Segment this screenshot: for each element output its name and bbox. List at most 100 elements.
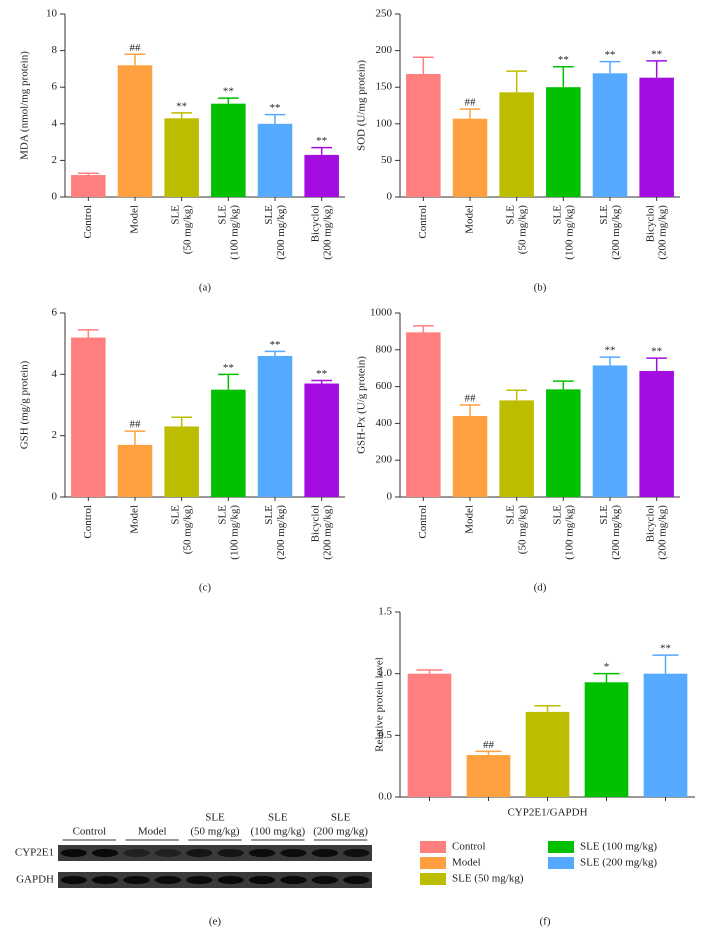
y-axis-label: GSH (mg/g protein): [19, 360, 31, 449]
y-axis-label: SOD (U/mg protein): [356, 60, 368, 151]
x-tick-label: Model: [129, 205, 141, 234]
bar: [546, 389, 581, 497]
significance-mark: **: [651, 48, 662, 60]
bar: [304, 154, 339, 197]
blot-band: [248, 849, 276, 857]
blot-band: [186, 876, 213, 884]
bar: [643, 673, 688, 797]
x-tick-label: SLE(200 mg/kg): [262, 505, 286, 560]
x-tick-label: Bicyclol(200 mg/kg): [644, 505, 668, 560]
y-tick-label: 4: [52, 368, 58, 380]
blot-band: [186, 849, 213, 857]
x-tick-label: Bicyclol(200 mg/kg): [644, 205, 668, 260]
x-tick-label: SLE(100 mg/kg): [551, 505, 575, 560]
caption: (f): [540, 916, 551, 928]
y-tick-label: 50: [381, 154, 393, 166]
x-tick-label: Control: [82, 205, 94, 239]
blot-band: [91, 876, 119, 884]
error-bar: [311, 146, 333, 155]
significance-mark: ##: [483, 739, 495, 751]
x-tick-label: SLE(50 mg/kg): [169, 505, 193, 555]
caption: (c): [199, 582, 212, 594]
error-bar: [412, 56, 434, 75]
significance-mark: **: [651, 346, 662, 358]
y-tick-label: 1.5: [378, 606, 392, 618]
blot-band: [123, 849, 150, 857]
significance-mark: *: [604, 661, 610, 673]
y-tick-label: 250: [376, 8, 393, 20]
error-bar: [534, 704, 561, 712]
legend-swatch: [548, 841, 574, 853]
legend-label: Model: [452, 857, 481, 869]
blot-band: [343, 849, 370, 857]
error-bar: [77, 329, 99, 338]
x-tick-label: SLE(100 mg/kg): [551, 205, 575, 260]
blot-group-label: Control: [73, 826, 107, 838]
error-bar: [599, 356, 621, 366]
y-tick-label: 150: [376, 81, 393, 93]
error-bar: [593, 672, 620, 683]
error-bar: [124, 430, 146, 445]
blot-band: [248, 876, 276, 884]
bar: [525, 711, 570, 797]
error-bar: [264, 113, 286, 124]
legend-label: SLE (200 mg/kg): [580, 857, 657, 869]
y-axis-label: Relative protein level: [374, 657, 386, 752]
blot-band: [343, 876, 370, 884]
bar: [71, 337, 106, 497]
bar: [452, 416, 488, 497]
y-tick-label: 0: [52, 491, 58, 503]
bar: [71, 175, 106, 197]
significance-mark: **: [223, 362, 234, 374]
bar: [211, 389, 246, 497]
blot-row-label: GAPDH: [16, 874, 54, 886]
blot-band: [91, 849, 119, 857]
bar: [164, 426, 199, 497]
error-bar: [412, 325, 434, 333]
x-tick-label: Model: [464, 205, 476, 234]
caption: (a): [199, 282, 212, 294]
y-tick-label: 600: [376, 380, 393, 392]
y-tick-label: 100: [376, 117, 393, 129]
bar: [406, 74, 441, 197]
significance-mark: **: [660, 643, 671, 655]
legend-label: SLE (100 mg/kg): [580, 841, 657, 853]
error-bar: [552, 380, 574, 390]
significance-mark: ##: [465, 97, 477, 109]
y-axis-label: MDA (nmol/mg protein): [19, 51, 31, 160]
bar: [592, 73, 628, 197]
blot-group-label: Model: [138, 826, 167, 838]
bar: [117, 65, 153, 198]
error-bar: [416, 669, 443, 674]
bar: [592, 365, 628, 497]
significance-mark: **: [316, 368, 327, 380]
caption: (e): [209, 916, 222, 928]
error-bar: [652, 654, 679, 674]
blot-group-label: SLE: [268, 812, 288, 824]
bar: [452, 118, 488, 197]
y-tick-label: 2: [52, 429, 58, 441]
blot-band: [280, 876, 307, 884]
x-tick-label: SLE(100 mg/kg): [216, 505, 240, 560]
error-bar: [459, 404, 481, 417]
error-bar: [124, 53, 146, 66]
y-tick-label: 6: [52, 81, 58, 93]
y-tick-label: 10: [46, 8, 58, 20]
x-tick-label: SLE(200 mg/kg): [597, 505, 621, 560]
bar: [257, 123, 293, 197]
significance-mark: **: [223, 86, 234, 98]
error-bar: [171, 416, 193, 427]
blot-group-label: (100 mg/kg): [250, 826, 305, 838]
error-bar: [506, 389, 528, 401]
y-tick-label: 400: [376, 417, 393, 429]
bar: [406, 332, 441, 497]
x-tick-label: Control: [82, 505, 94, 539]
error-bar: [475, 750, 502, 756]
x-tick-label: SLE(200 mg/kg): [597, 205, 621, 260]
blot-band: [311, 876, 339, 884]
legend-label: Control: [452, 841, 486, 853]
significance-mark: **: [605, 49, 616, 61]
blot-band: [217, 876, 244, 884]
y-tick-label: 0: [387, 491, 393, 503]
